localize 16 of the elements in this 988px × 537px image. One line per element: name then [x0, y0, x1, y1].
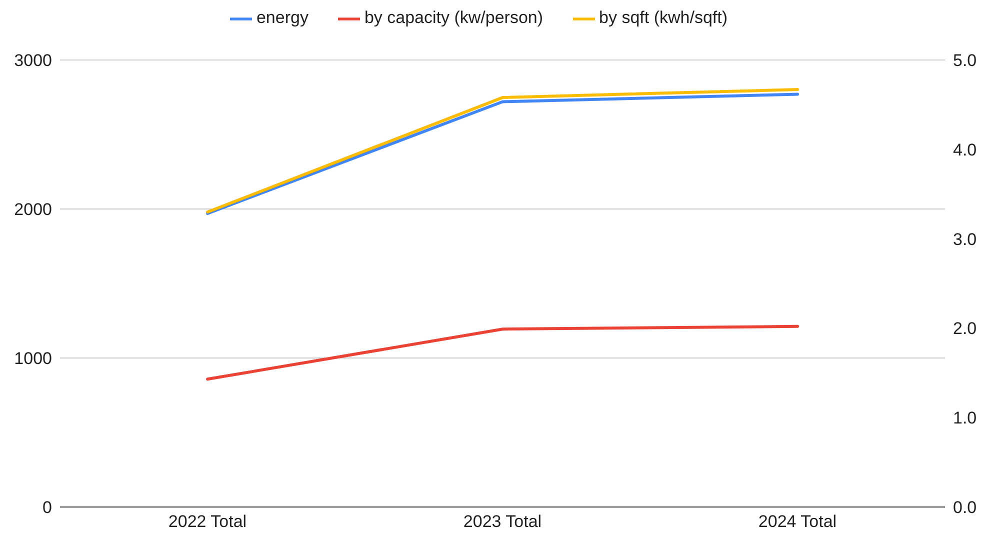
legend-label: by capacity (kw/person) [364, 8, 544, 28]
legend-label: energy [256, 8, 308, 28]
y2-tick-label: 2.0 [953, 319, 977, 338]
legend-label: by sqft (kwh/sqft) [599, 8, 728, 28]
y-tick-label: 0 [42, 498, 52, 518]
y-tick-label: 3000 [14, 51, 52, 70]
x-tick-label: 2024 Total [758, 512, 837, 532]
x-tick-label: 2022 Total [168, 512, 247, 532]
y2-tick-label: 3.0 [953, 230, 977, 249]
y-tick-label: 1000 [14, 349, 52, 368]
y2-tick-label: 0.0 [953, 498, 977, 518]
y2-tick-label: 5.0 [953, 51, 977, 70]
x-tick-label: 2023 Total [463, 512, 542, 532]
y-tick-label: 2000 [14, 200, 52, 220]
y2-tick-label: 4.0 [953, 140, 977, 160]
y2-tick-label: 1.0 [953, 408, 977, 428]
